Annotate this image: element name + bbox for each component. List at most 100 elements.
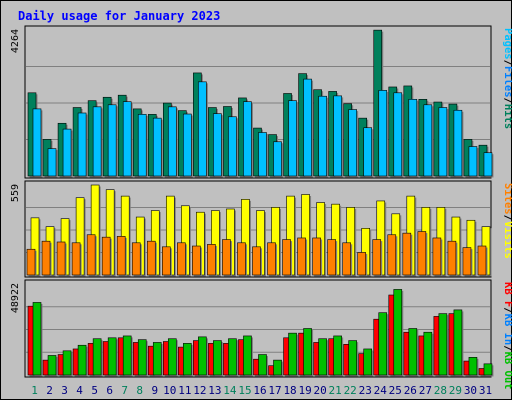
bar-hits-pages-day-11: [183, 113, 192, 177]
bar-hits-pages-day-14: [228, 116, 237, 177]
legend-part: KB Out: [502, 352, 512, 390]
legend-part: /: [502, 307, 512, 313]
day-label: 21: [329, 384, 342, 397]
bar-kbytes-kb-out-day-18: [288, 332, 297, 376]
day-label: 15: [238, 384, 251, 397]
bar-kbytes-kb-out-day-7: [122, 335, 132, 376]
day-label: 3: [61, 384, 68, 397]
bar-hits-pages-day-1: [32, 108, 42, 177]
day-label: 1: [31, 384, 38, 397]
day-label: 9: [151, 384, 158, 397]
bar-visits-sites-day-6: [101, 236, 111, 276]
bar-kbytes-kb-out-day-2: [47, 355, 57, 376]
bar-hits-pages-day-16: [258, 132, 267, 177]
bar-visits-sites-day-10: [161, 246, 171, 276]
bar-hits-pages-day-21: [333, 95, 342, 177]
day-label: 31: [479, 384, 492, 397]
bar-visits-sites-day-13: [207, 244, 216, 276]
bar-kbytes-kb-out-day-27: [423, 331, 433, 376]
day-label: 22: [344, 384, 357, 397]
day-label: 14: [223, 384, 237, 397]
bar-kbytes-kb-out-day-13: [213, 340, 222, 376]
bar-hits-pages-day-27: [423, 104, 433, 177]
bar-kbytes-kb-out-day-6: [107, 337, 117, 376]
panel-hits: 4264: [10, 25, 494, 179]
bar-hits-pages-day-31: [483, 152, 493, 177]
bar-kbytes-kb-out-day-5: [92, 338, 102, 376]
legend-part: Files: [502, 66, 512, 98]
bar-kbytes-kb-out-day-15: [243, 335, 252, 376]
day-label: 8: [136, 384, 143, 397]
bar-visits-sites-day-7: [116, 236, 126, 276]
day-label: 2: [46, 384, 53, 397]
bar-kbytes-kb-out-day-29: [453, 309, 463, 376]
day-label: 5: [91, 384, 98, 397]
bar-kbytes-kb-out-day-22: [348, 340, 357, 376]
day-label: 28: [434, 384, 447, 397]
legend-part: Sites: [502, 183, 512, 215]
legend-part: Visits: [502, 221, 512, 259]
day-label: 18: [283, 384, 296, 397]
bar-kbytes-kb-out-day-8: [137, 339, 147, 376]
bar-visits-sites-day-20: [312, 237, 321, 276]
bar-visits-sites-day-8: [131, 242, 141, 276]
bar-visits-sites-day-3: [56, 241, 66, 276]
bar-hits-pages-day-25: [393, 92, 403, 177]
bar-kbytes-kb-out-day-30: [468, 357, 478, 376]
bar-hits-pages-day-28: [438, 107, 448, 177]
bar-kbytes-kb-out-day-12: [198, 336, 207, 376]
day-label: 6: [106, 384, 113, 397]
bar-visits-sites-day-9: [146, 240, 156, 276]
day-label: 26: [404, 384, 417, 397]
bar-hits-pages-day-30: [468, 146, 478, 177]
bar-visits-sites-day-18: [282, 239, 291, 276]
bar-visits-sites-day-30: [462, 247, 472, 276]
bar-hits-pages-day-29: [453, 109, 463, 177]
bar-visits-sites-day-26: [402, 232, 412, 276]
bar-kbytes-kb-out-day-4: [77, 344, 87, 376]
day-label: 23: [359, 384, 372, 397]
legend-part: /: [502, 345, 512, 351]
bar-kbytes-kb-out-day-16: [258, 354, 267, 376]
legend-part: /: [502, 215, 512, 221]
bar-hits-pages-day-15: [243, 101, 252, 177]
bar-kbytes-kb-out-day-23: [363, 348, 373, 376]
bar-kbytes-kb-out-day-19: [303, 328, 312, 376]
bar-kbytes-kb-out-day-17: [273, 359, 282, 376]
bar-visits-sites-day-16: [252, 246, 261, 276]
legend-part: KB In: [502, 314, 512, 346]
bar-kbytes-kb-out-day-11: [183, 343, 192, 376]
day-label: 11: [178, 384, 191, 397]
bar-visits-sites-day-17: [267, 242, 276, 276]
legend-hits: Pages/Files/Hits: [502, 28, 512, 129]
bar-hits-pages-day-20: [318, 95, 327, 177]
bar-hits-pages-day-4: [77, 112, 87, 177]
legend-part: KB F: [502, 282, 512, 307]
bar-visits-sites-day-5: [86, 234, 96, 276]
day-label: 30: [464, 384, 477, 397]
panel-hits-max-label: 4264: [10, 29, 21, 53]
bar-hits-pages-day-10: [167, 106, 177, 177]
legend-visits: Sites/Visits: [502, 183, 512, 259]
legend-part: /: [502, 60, 512, 66]
day-label: 13: [208, 384, 221, 397]
bar-visits-sites-day-4: [71, 242, 81, 276]
bar-hits-pages-day-26: [408, 99, 418, 177]
bar-hits-pages-day-8: [137, 114, 147, 177]
bar-visits-sites-day-11: [177, 242, 186, 276]
day-label: 4: [76, 384, 83, 397]
bar-kbytes-kb-out-day-24: [378, 312, 388, 376]
day-label: 25: [389, 384, 402, 397]
legend-kbytes: KB F/KB In/KB Out: [502, 282, 512, 390]
day-label: 7: [121, 384, 128, 397]
day-label: 16: [253, 384, 266, 397]
bar-visits-sites-day-1: [26, 248, 36, 276]
bar-kbytes-kb-out-day-25: [393, 289, 403, 376]
bar-hits-pages-day-18: [288, 100, 297, 177]
bar-hits-pages-day-22: [348, 109, 357, 177]
bar-visits-sites-day-24: [372, 239, 382, 276]
bar-hits-pages-day-3: [62, 128, 72, 177]
bar-visits-sites-day-22: [342, 242, 351, 276]
bar-hits-pages-day-24: [378, 90, 388, 177]
bar-visits-sites-day-29: [447, 240, 457, 276]
